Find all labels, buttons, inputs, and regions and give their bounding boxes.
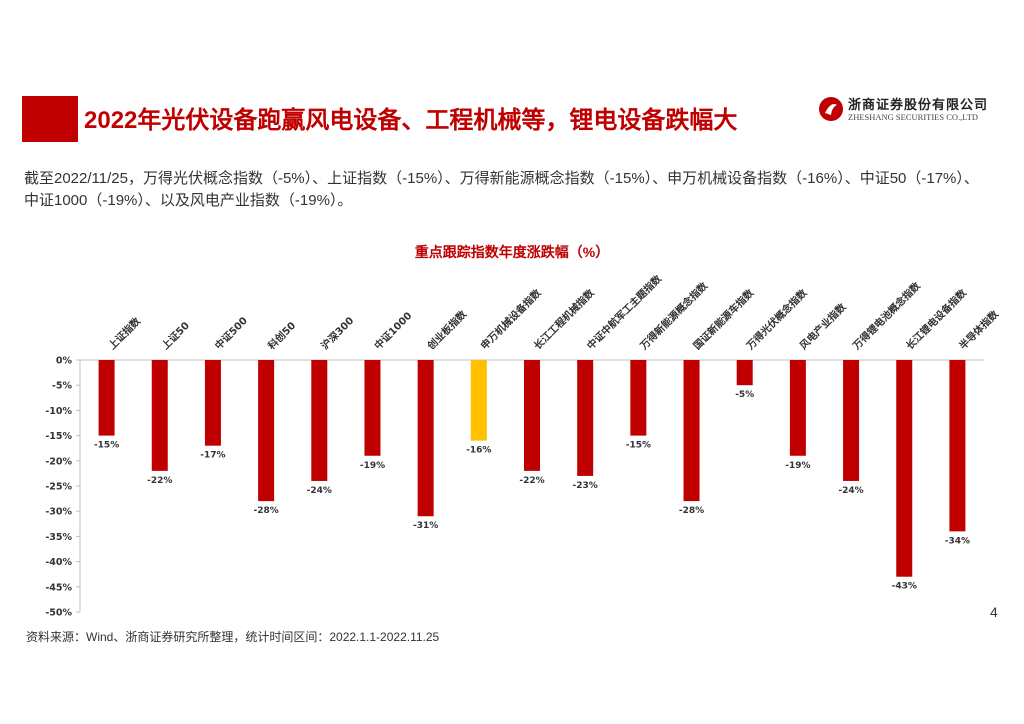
y-tick-label: -35% — [45, 532, 72, 543]
y-tick-label: -30% — [45, 507, 72, 518]
data-label: -43% — [892, 582, 917, 592]
data-label: -22% — [519, 476, 544, 486]
bar-8 — [470, 360, 487, 441]
chart-title: 重点跟踪指数年度涨跌幅（%） — [414, 244, 610, 260]
bar-6 — [364, 360, 381, 456]
summary-text: 截至2022/11/25，万得光伏概念指数（-5%）、上证指数（-15%）、万得… — [24, 170, 979, 209]
logo-emblem-icon — [819, 97, 843, 121]
bar-16 — [896, 360, 913, 577]
y-tick-label: -25% — [45, 482, 72, 493]
data-label: -19% — [785, 461, 810, 471]
data-label: -15% — [94, 441, 119, 451]
bar-12 — [683, 360, 700, 502]
bar-14 — [789, 360, 806, 456]
bar-2 — [151, 360, 168, 471]
y-tick-label: -5% — [52, 381, 73, 392]
company-logo: 浙商证券股份有限公司 ZHESHANG SECURITIES CO.,LTD — [818, 94, 1008, 130]
data-label: -24% — [838, 486, 863, 496]
y-tick-label: -50% — [45, 608, 72, 619]
y-tick-label: -20% — [45, 456, 72, 467]
category-label: 创业板指数 — [424, 307, 470, 353]
bar-17 — [949, 360, 966, 532]
category-label: 风电产业指数 — [797, 300, 849, 352]
category-label: 上证指数 — [106, 314, 144, 352]
category-label: 半导体指数 — [956, 307, 1001, 352]
data-label: -22% — [147, 476, 172, 486]
data-label: -28% — [679, 506, 704, 516]
bar-11 — [630, 360, 647, 436]
page-number: 4 — [990, 604, 998, 620]
category-label: 中证500 — [212, 314, 250, 352]
data-label: -34% — [945, 536, 970, 546]
logo-name-cn: 浙商证券股份有限公司 — [848, 97, 989, 112]
data-label: -5% — [735, 390, 754, 400]
page-title: 2022年光伏设备跑赢风电设备、工程机械等，锂电设备跌幅大 — [84, 107, 738, 134]
data-label: -23% — [573, 481, 598, 491]
category-label: 上证50 — [159, 319, 192, 352]
bar-5 — [311, 360, 328, 481]
data-label: -15% — [626, 441, 651, 451]
data-label: -19% — [360, 461, 385, 471]
data-label: -17% — [200, 451, 225, 461]
source-note: 资料来源：Wind、浙商证券研究所整理，统计时间区间：2022.1.1-2022… — [26, 630, 440, 644]
category-label: 科创50 — [265, 319, 298, 352]
y-tick-label: -10% — [45, 406, 72, 417]
category-label: 沪深300 — [318, 314, 356, 352]
bar-7 — [417, 360, 434, 517]
bar-10 — [577, 360, 594, 476]
y-tick-label: -45% — [45, 582, 72, 593]
bar-9 — [524, 360, 540, 471]
data-label: -28% — [253, 506, 278, 516]
category-label: 中证1000 — [371, 309, 414, 352]
data-label: -31% — [413, 521, 438, 531]
bar-13 — [736, 360, 753, 386]
y-tick-label: -40% — [45, 557, 72, 568]
data-label: -24% — [307, 486, 332, 496]
bar-4 — [258, 360, 275, 502]
bar-15 — [843, 360, 860, 481]
y-tick-label: -15% — [45, 431, 72, 442]
data-label: -16% — [466, 446, 491, 456]
bar-1 — [98, 360, 115, 436]
bar-3 — [204, 360, 221, 446]
y-tick-label: 0% — [56, 356, 73, 367]
logo-name-en: ZHESHANG SECURITIES CO.,LTD — [848, 112, 979, 122]
title-accent-bar — [22, 96, 78, 142]
